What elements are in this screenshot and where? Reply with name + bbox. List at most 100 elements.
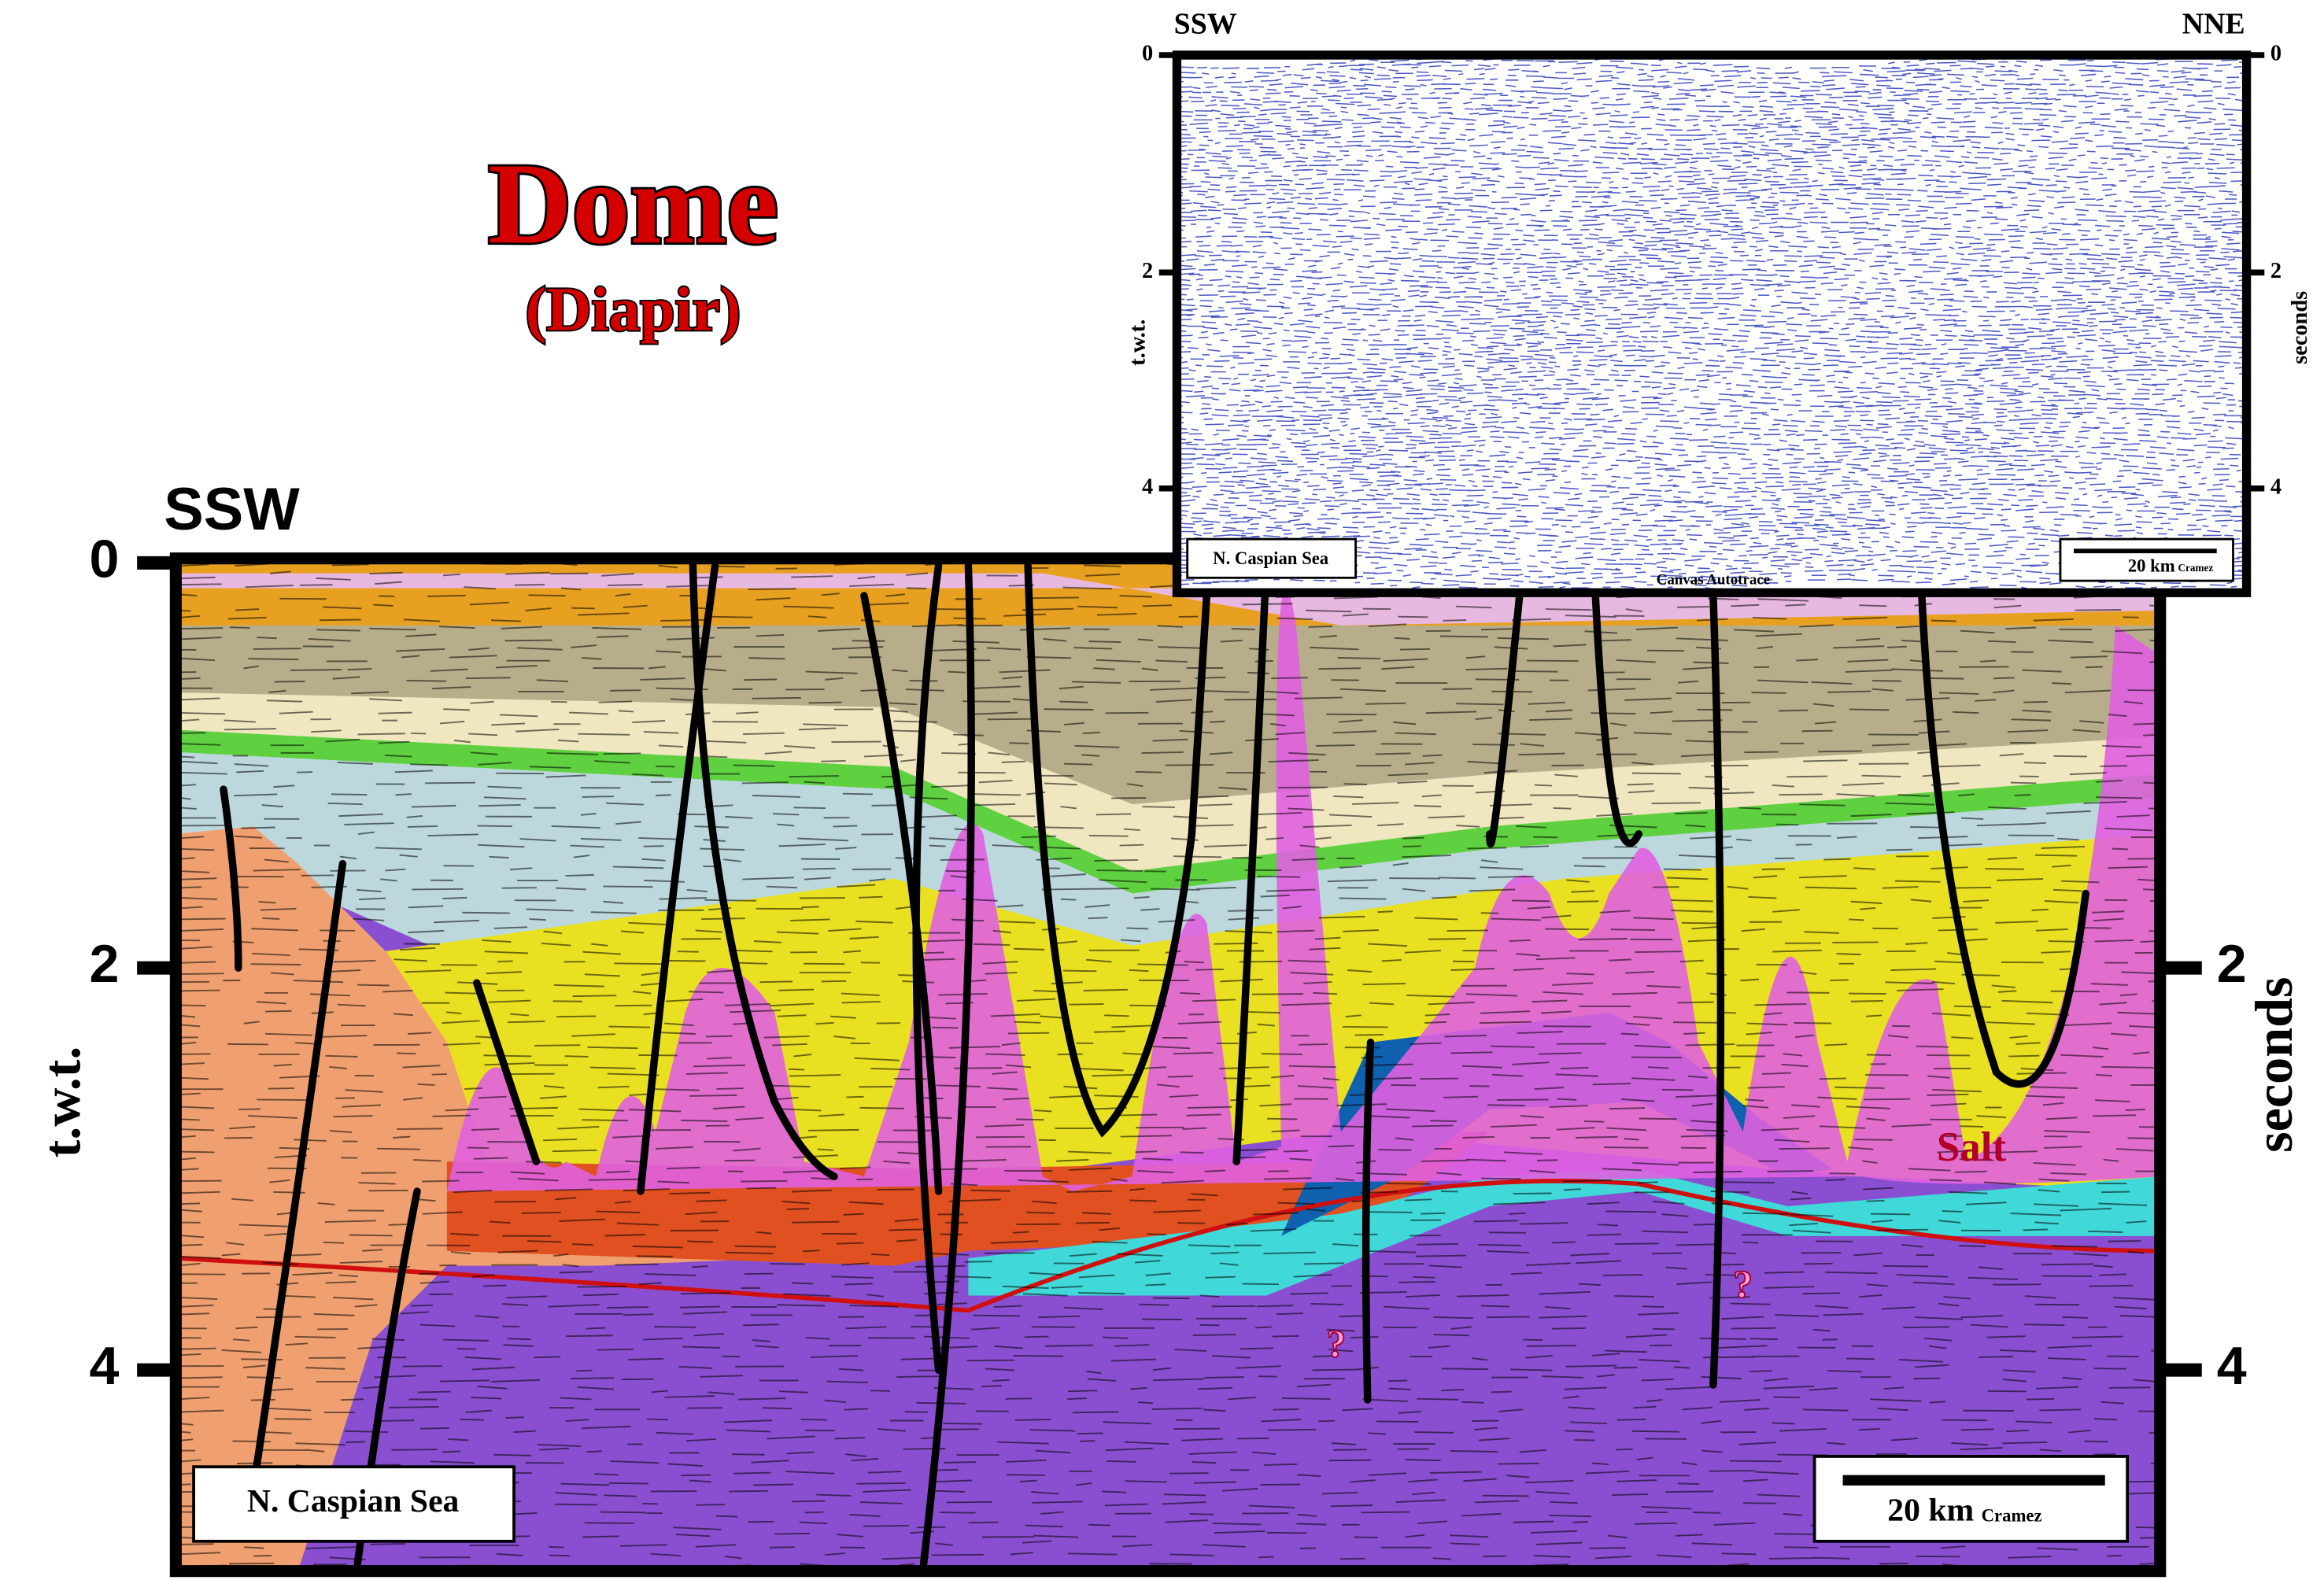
seismic-reflector: [176, 1540, 2149, 1551]
inset-credit: Cramez: [2178, 562, 2213, 574]
seismic-trace: [1177, 311, 2247, 333]
axis-right-label: seconds: [2244, 977, 2304, 1153]
seismic-reflector: [176, 1405, 2160, 1414]
question-mark: ?: [1733, 1262, 1753, 1305]
seismic-reflector: [176, 1102, 2145, 1113]
tick-label: 2: [1142, 259, 1153, 283]
section-frame: [169, 552, 2167, 1578]
seismic-reflector: [176, 1154, 2119, 1166]
seismic-trace: [1177, 244, 2247, 266]
tick-label: 4: [90, 1336, 120, 1396]
seismic-trace: [1177, 68, 2236, 90]
seismic-reflector: [176, 1364, 2126, 1375]
tick-label: 4: [1142, 474, 1153, 499]
seismic-reflector: [176, 873, 2160, 884]
seismic-trace: [1177, 344, 2244, 366]
seismic-reflector: [176, 1290, 2160, 1301]
tick-label: 0: [1142, 42, 1153, 66]
seismic-reflector: [176, 1446, 2116, 1457]
seismic-trace: [1177, 353, 2246, 376]
seismic-trace: [1177, 216, 2247, 237]
inset-location: N. Caspian Sea: [1213, 548, 1329, 568]
seismic-trace: [1177, 359, 2241, 380]
seismic-reflector: [176, 759, 2128, 769]
faults: [220, 558, 2089, 1567]
title: Dome: [488, 138, 778, 268]
seismic-trace: [1177, 177, 2247, 199]
seismic-reflector: [176, 1323, 2108, 1332]
seismic-reflector: [176, 1383, 2160, 1395]
seismic-trace: [1177, 144, 2247, 166]
seismic-trace: [1177, 130, 2247, 151]
seismic-trace: [1177, 363, 2247, 385]
axis-left-label: t.w.t.: [31, 1047, 91, 1158]
inset-background: [1177, 55, 2247, 593]
seismic-trace: [1177, 268, 2247, 290]
seismic-reflector: [176, 1092, 2130, 1102]
seismic-trace: [1177, 263, 2237, 285]
seismic-reflector: [176, 1435, 2108, 1447]
seismic-trace: [1177, 511, 2242, 533]
seismic-reflector: [176, 998, 2160, 1008]
section-ticks: 0 2 2 4 4: [90, 529, 2247, 1396]
seismic-reflector: [176, 936, 2160, 947]
direction-left: SSW: [164, 476, 300, 543]
seismic-trace: [1177, 515, 2247, 538]
seismic-trace: [1177, 454, 2241, 475]
seismic-trace: [1177, 425, 2245, 447]
seismic-reflector: [176, 810, 2150, 820]
seismic-trace: [1177, 172, 2247, 194]
seismic-reflector: [176, 1135, 2160, 1143]
seismic-trace: [1177, 301, 2238, 323]
seismic-trace: [1177, 239, 2247, 261]
seismic-reflector: [176, 1249, 2145, 1260]
seismic-trace: [1177, 497, 2246, 519]
seismic-trace: [1177, 373, 2247, 394]
seismic-trace: [1177, 286, 2245, 309]
seismic-reflector: [176, 633, 2160, 644]
seismic-reflector: [176, 1113, 2136, 1124]
seismic-trace: [1177, 467, 2236, 490]
seismic-trace: [1177, 478, 2247, 499]
seismic-reflector: [176, 894, 2160, 904]
seismic-trace: [1177, 368, 2247, 389]
question-mark: ?: [1327, 1322, 1347, 1365]
seismic-reflector: [176, 779, 2160, 791]
seismic-reflector: [176, 1177, 2127, 1187]
seismic-trace: [1177, 196, 2247, 219]
seismic-trace: [1177, 111, 2247, 132]
seismic-trace: [1177, 206, 2247, 227]
seismic-trace: [1177, 153, 2243, 175]
seismic-reflector: [176, 1271, 2160, 1280]
seismic-reflector: [176, 1144, 2154, 1155]
seismic-reflector: [176, 1041, 2160, 1050]
seismic-trace: [1177, 506, 2228, 527]
seismic-reflector: [176, 1227, 2123, 1239]
seismic-trace: [1177, 106, 2243, 127]
seismic-reflector: [176, 1552, 2122, 1560]
seismic-reflector: [176, 1187, 2130, 1197]
seismic-reflector: [176, 1342, 2160, 1353]
seismic-reflector: [176, 978, 2160, 988]
seismic-trace: [1177, 158, 2247, 180]
seismic-reflector: [176, 914, 2124, 925]
seismic-trace: [1177, 168, 2246, 190]
scale-box: [1812, 1455, 2130, 1543]
section-layers: [176, 558, 2160, 1571]
inset-frame: [1172, 50, 2252, 597]
seismic-trace: [1177, 72, 2241, 94]
seismic-reflector: [176, 1280, 2134, 1290]
seismic-trace: [1177, 378, 2234, 400]
seismic-trace: [1177, 463, 2247, 485]
seismic-reflector: [176, 1166, 2160, 1176]
section: SSW 02 24 4 t.w.t. seconds N. Caspian Sea …: [31, 476, 2304, 1578]
seismic-reflector: [176, 1030, 2137, 1039]
inset: SSW NNE 0 0 2 2 4 4 t.w.t. seconds N. Caspian…: [1126, 8, 2312, 597]
seismic-reflector: [176, 696, 2143, 707]
seismic-reflector: [176, 750, 2160, 759]
seismic-reflector: [176, 1124, 2160, 1134]
inset-direction-left: SSW: [1174, 8, 1237, 41]
inset-seismic: [1177, 55, 2247, 593]
seismic-trace: [1177, 415, 2234, 437]
